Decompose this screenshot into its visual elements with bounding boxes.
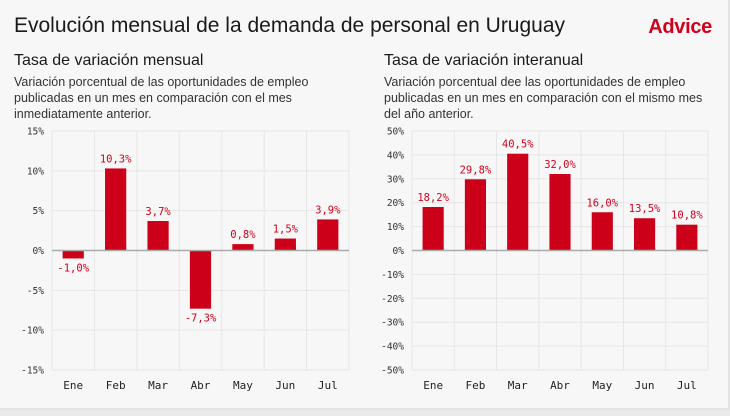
data-label: -7,3%: [185, 313, 217, 325]
y-tick-label: 30%: [387, 174, 404, 185]
bar: [147, 221, 169, 251]
page-title: Evolución mensual de la demanda de perso…: [14, 14, 566, 37]
data-label: 10,8%: [671, 210, 703, 222]
y-tick-label: 0%: [393, 246, 405, 257]
data-label: 32,0%: [544, 159, 576, 171]
bar: [634, 218, 656, 251]
x-tick-label: Mar: [508, 379, 528, 392]
panel-interanual-header: Tasa de variación interanual Variación p…: [384, 52, 714, 122]
y-tick-label: 0%: [33, 246, 45, 257]
x-tick-label: Feb: [106, 379, 126, 392]
y-tick-label: 50%: [387, 127, 404, 138]
y-tick-label: 10%: [387, 222, 404, 233]
panel-description: Variación porcentual dee las oportunidad…: [384, 75, 703, 121]
y-tick-label: -15%: [21, 366, 44, 377]
data-label: 0,8%: [230, 229, 256, 241]
bar: [676, 224, 698, 251]
bar: [591, 212, 613, 251]
panel-mensual-header: Tasa de variación mensual Variación porc…: [14, 52, 344, 122]
y-tick-label: 5%: [33, 206, 45, 217]
advice-logo: Advice: [648, 16, 712, 38]
x-tick-label: Ene: [63, 379, 83, 392]
x-tick-label: Jul: [677, 379, 697, 392]
y-tick-label: -30%: [381, 318, 404, 329]
data-label: 40,5%: [502, 139, 534, 151]
y-tick-label: -10%: [21, 326, 44, 337]
bar: [232, 244, 254, 251]
x-tick-label: Abr: [191, 379, 211, 392]
panel-title: Tasa de variación interanual: [384, 52, 584, 69]
bar: [422, 207, 444, 251]
bar: [507, 153, 529, 251]
bar: [274, 238, 296, 251]
x-tick-label: Mar: [148, 379, 168, 392]
x-tick-label: Jul: [318, 379, 338, 392]
bar: [62, 250, 84, 259]
y-tick-label: -5%: [27, 286, 44, 297]
x-tick-label: May: [592, 379, 612, 392]
data-label: 10,3%: [100, 153, 132, 165]
y-tick-label: -20%: [381, 294, 404, 305]
panel-description: Variación porcentual de las oportunidade…: [14, 75, 309, 121]
x-tick-label: Jun: [275, 379, 295, 392]
x-tick-label: Ene: [423, 379, 443, 392]
bar: [549, 174, 571, 251]
x-tick-label: Feb: [465, 379, 485, 392]
data-label: 3,9%: [315, 204, 341, 216]
y-tick-label: -40%: [381, 342, 404, 353]
data-label: 29,8%: [460, 164, 492, 176]
y-tick-label: 40%: [387, 150, 404, 161]
bar: [464, 179, 486, 251]
y-tick-label: 20%: [387, 198, 404, 209]
x-tick-label: Abr: [550, 379, 570, 392]
y-tick-label: 10%: [27, 166, 44, 177]
bar: [317, 219, 339, 251]
data-label: 1,5%: [273, 224, 299, 236]
data-label: 13,5%: [629, 203, 661, 215]
y-tick-label: -50%: [381, 366, 404, 377]
data-label: 18,2%: [417, 192, 449, 204]
x-tick-label: May: [233, 379, 253, 392]
data-label: 16,0%: [586, 197, 618, 209]
bar: [105, 168, 127, 251]
data-label: 3,7%: [145, 206, 171, 218]
y-tick-label: 15%: [27, 127, 44, 138]
panel-title: Tasa de variación mensual: [14, 52, 204, 69]
bar: [189, 250, 212, 309]
data-label: -1,0%: [57, 262, 89, 274]
y-tick-label: -10%: [381, 270, 404, 281]
x-tick-label: Jun: [635, 379, 655, 392]
